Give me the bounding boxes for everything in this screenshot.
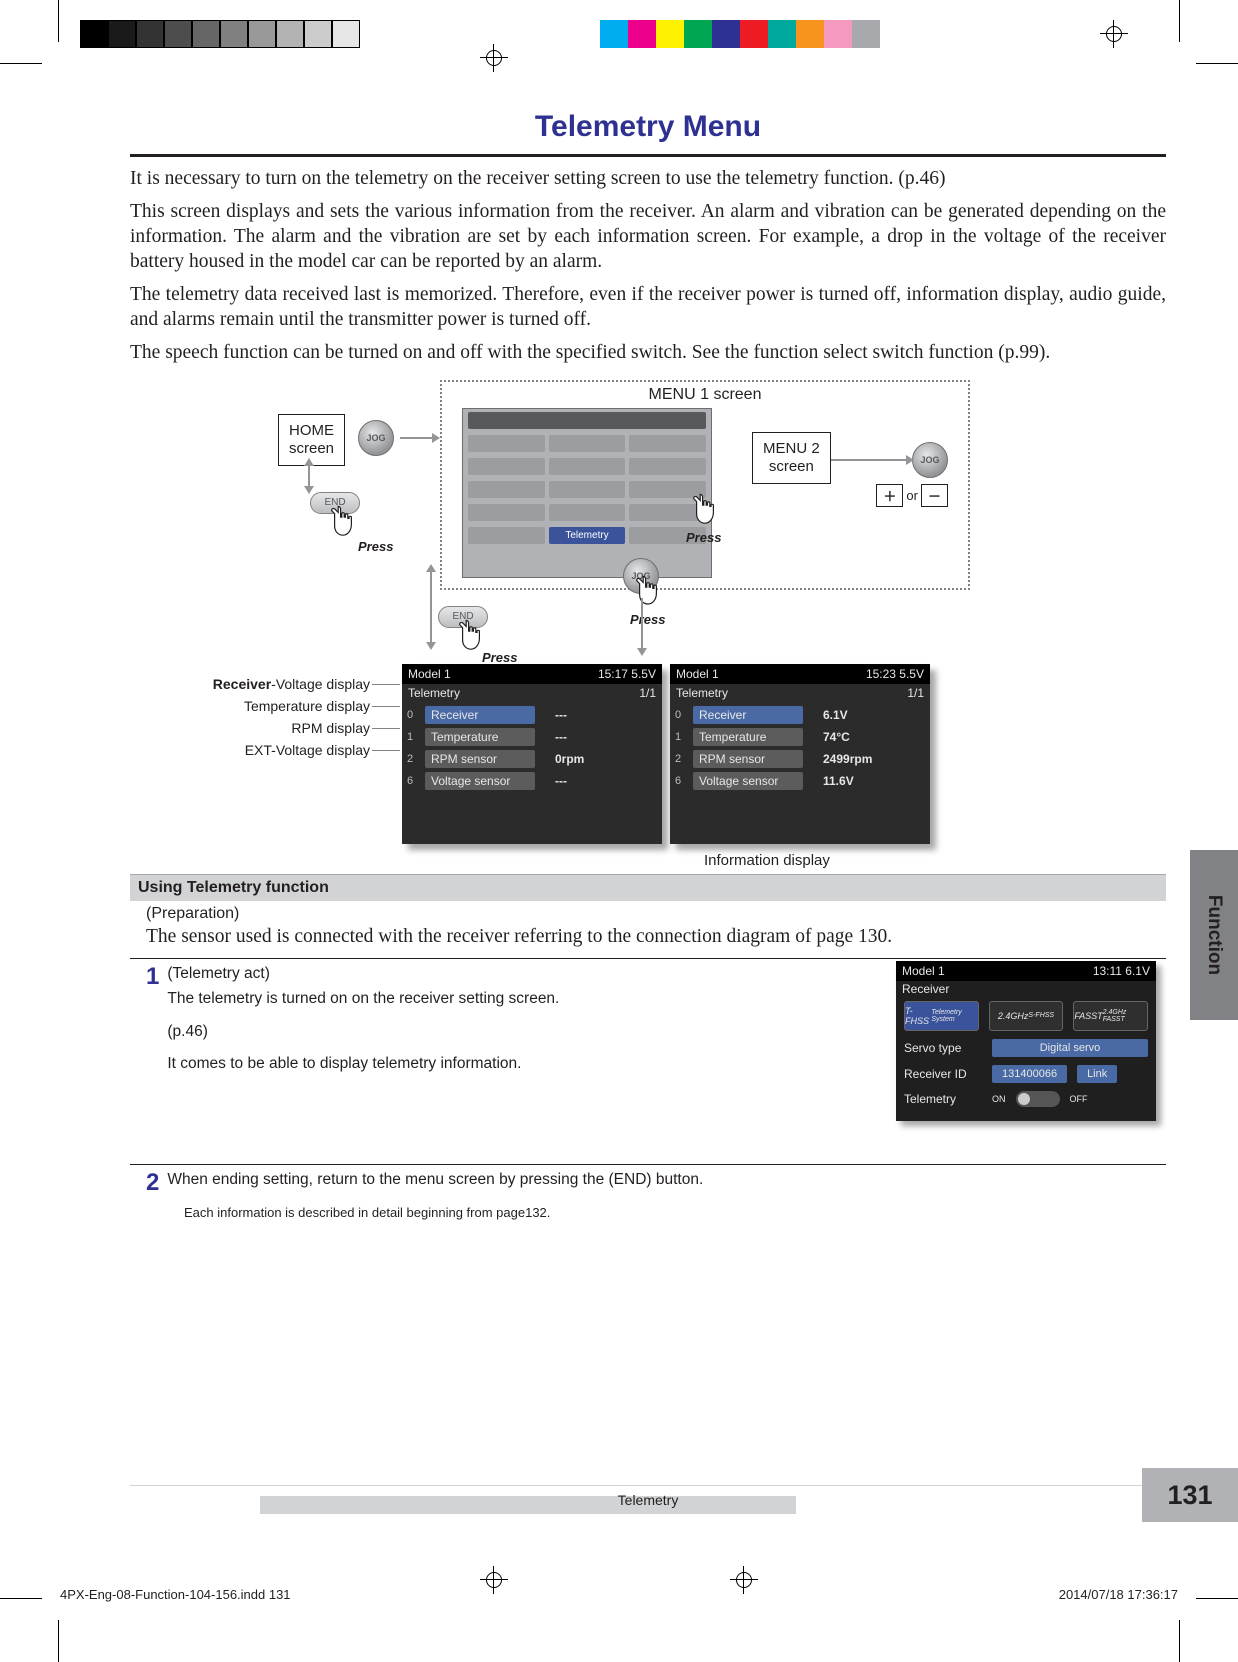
- crop-mark: [1196, 1598, 1238, 1599]
- menu2-screen-box: MENU 2 screen: [752, 432, 831, 484]
- arrow-icon: [308, 466, 310, 486]
- step-number: 1: [146, 963, 159, 1076]
- step1-line3: It comes to be able to display telemetry…: [167, 1053, 559, 1075]
- crop-mark: [0, 63, 42, 64]
- arrow-icon: [430, 572, 432, 642]
- print-timestamp: 2014/07/18 17:36:17: [1059, 1587, 1178, 1602]
- hand-pointer-icon: [456, 618, 486, 654]
- receiver-settings-panel: Model 113:11 6.1V Receiver T-FHSSTelemet…: [896, 961, 1156, 1121]
- label-ext: EXT-Voltage display: [150, 742, 370, 758]
- step1-title: (Telemetry act): [167, 963, 559, 985]
- hand-pointer-icon: [633, 574, 663, 610]
- telemetry-panel-values: Model 115:23 5.5V Telemetry1/10Receiver6…: [670, 664, 930, 844]
- page-title: Telemetry Menu: [130, 110, 1166, 144]
- label-rpm: RPM display: [150, 720, 370, 736]
- title-rule: [130, 154, 1166, 157]
- crop-mark: [1179, 1620, 1180, 1662]
- step1-line2: (p.46): [167, 1021, 559, 1043]
- crop-mark: [1179, 0, 1180, 42]
- section-header: Using Telemetry function: [130, 874, 1166, 901]
- leader-line: [372, 706, 400, 707]
- label-temperature: Temperature display: [150, 698, 370, 714]
- telemetry-menu-item: Telemetry: [549, 527, 626, 544]
- arrow-icon: [822, 459, 906, 461]
- press-label: Press: [686, 530, 721, 545]
- intro-para-3: The telemetry data received last is memo…: [130, 283, 1166, 333]
- step1-line1: The telemetry is turned on on the receiv…: [167, 988, 559, 1010]
- label-receiver: Receiver-Voltage display: [213, 676, 370, 692]
- jog-icon: JOG: [912, 442, 948, 478]
- registration-mark: [480, 44, 508, 72]
- color-swatches: [600, 20, 880, 48]
- arrow-icon: [641, 598, 643, 648]
- print-footer: 4PX-Eng-08-Function-104-156.indd 131 201…: [60, 1587, 1178, 1602]
- intro-para-1: It is necessary to turn on the telemetry…: [130, 167, 1166, 192]
- hand-pointer-icon: [328, 504, 358, 540]
- side-tab: Function: [1190, 850, 1238, 1020]
- print-filename: 4PX-Eng-08-Function-104-156.indd 131: [60, 1587, 291, 1602]
- press-label: Press: [482, 650, 517, 665]
- footer-section-name: Telemetry: [130, 1485, 1166, 1508]
- crop-mark: [0, 1598, 42, 1599]
- preparation-label: (Preparation): [130, 901, 1166, 925]
- menu1-label: MENU 1 screen: [649, 386, 762, 404]
- telemetry-panel-novalue: Model 115:17 5.5V Telemetry1/10Receiver-…: [402, 664, 662, 844]
- info-display-label: Information display: [704, 852, 830, 869]
- crop-mark: [58, 0, 59, 42]
- step2-note: Each information is described in detail …: [130, 1205, 1166, 1220]
- arrow-icon: [400, 437, 432, 439]
- intro-para-2: This screen displays and sets the variou…: [130, 200, 1166, 275]
- press-label: Press: [358, 539, 393, 554]
- step2-text: When ending setting, return to the menu …: [167, 1169, 703, 1197]
- step-number: 2: [146, 1169, 159, 1197]
- leader-line: [372, 684, 400, 685]
- page-content: Telemetry Menu It is necessary to turn o…: [130, 110, 1166, 1492]
- registration-mark: [1100, 20, 1128, 48]
- page-number: 131: [1142, 1468, 1238, 1522]
- intro-para-4: The speech function can be turned on and…: [130, 341, 1166, 366]
- menu1-dashed-box: MENU 1 screen Telemetry JOG ＋or－: [440, 380, 970, 590]
- grayscale-swatches: [80, 20, 360, 48]
- jog-icon: JOG: [358, 420, 394, 456]
- crop-mark: [1196, 63, 1238, 64]
- leader-line: [372, 728, 400, 729]
- navigation-diagram: MENU 1 screen Telemetry JOG ＋or－ HOME sc…: [130, 374, 1166, 874]
- leader-line: [372, 750, 400, 751]
- menu1-screenshot: Telemetry: [462, 408, 712, 578]
- plus-minus-buttons: ＋or－: [876, 484, 948, 507]
- preparation-text: The sensor used is connected with the re…: [130, 925, 1166, 950]
- step-2: 2 When ending setting, return to the men…: [130, 1165, 1166, 1205]
- print-registration-bar: [0, 20, 1238, 60]
- hand-pointer-icon: [690, 492, 720, 528]
- press-label: Press: [630, 612, 665, 627]
- crop-mark: [58, 1620, 59, 1662]
